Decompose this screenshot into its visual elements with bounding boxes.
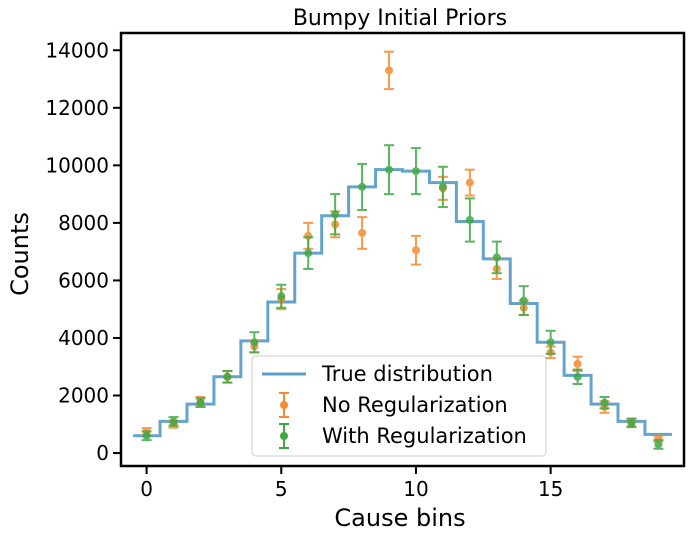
axes-ticks: 0 5 10 15 0 2000 4000 6000 8000 10000 12000 14000 xyxy=(45,38,563,501)
with-regularization-point xyxy=(600,398,609,407)
x-tick-label: 15 xyxy=(538,477,563,501)
legend-no-regularization-dot xyxy=(280,401,288,409)
with-regularization-point xyxy=(277,292,286,301)
plot-frame xyxy=(119,31,686,468)
x-tick-label: 10 xyxy=(403,477,428,501)
legend: True distribution No Regularization With… xyxy=(251,355,547,457)
chart-title: Bumpy Initial Priors xyxy=(293,6,507,31)
with-regularization-point xyxy=(250,338,259,347)
y-tick-label: 2000 xyxy=(58,384,109,408)
with-regularization-point xyxy=(546,338,555,347)
with-regularization-point xyxy=(304,249,313,258)
y-tick-label: 6000 xyxy=(58,268,109,292)
x-axis-label: Cause bins xyxy=(334,504,465,532)
legend-with-regularization-marker xyxy=(279,423,289,449)
with-regularization-point xyxy=(573,372,582,381)
with-regularization-point xyxy=(385,165,394,174)
plot-area xyxy=(133,50,672,450)
y-tick-label: 8000 xyxy=(58,211,109,235)
no-regularization-point xyxy=(358,228,367,237)
with-regularization-point xyxy=(627,418,636,427)
with-regularization-series xyxy=(141,144,664,450)
legend-box xyxy=(251,355,547,457)
legend-true-distribution-label: True distribution xyxy=(321,362,493,386)
no-regularization-point xyxy=(411,246,420,255)
with-regularization-point xyxy=(411,167,420,176)
x-tick-label: 5 xyxy=(275,477,288,501)
legend-no-regularization-label: No Regularization xyxy=(322,393,508,417)
with-regularization-point xyxy=(223,372,232,381)
y-tick-label: 0 xyxy=(96,441,109,465)
x-tick-label: 0 xyxy=(140,477,153,501)
no-regularization-point xyxy=(465,178,474,187)
with-regularization-point xyxy=(196,398,205,407)
with-regularization-point xyxy=(492,253,501,262)
with-regularization-point xyxy=(358,182,367,191)
y-tick-label: 4000 xyxy=(58,326,109,350)
legend-no-regularization-marker xyxy=(279,392,289,418)
with-regularization-point xyxy=(519,296,528,305)
legend-with-regularization-dot xyxy=(280,432,288,440)
y-tick-label: 12000 xyxy=(45,96,109,120)
no-regularization-point xyxy=(573,359,582,368)
legend-with-regularization-label: With Regularization xyxy=(322,424,527,448)
no-regularization-point xyxy=(385,66,394,75)
y-axis-label: Counts xyxy=(6,212,34,296)
with-regularization-point xyxy=(169,417,178,426)
with-regularization-point xyxy=(331,210,340,219)
with-regularization-point xyxy=(142,431,151,440)
with-regularization-point xyxy=(438,182,447,191)
y-tick-label: 10000 xyxy=(45,153,109,177)
y-tick-label: 14000 xyxy=(45,38,109,62)
with-regularization-point xyxy=(465,216,474,225)
with-regularization-point xyxy=(654,440,663,449)
